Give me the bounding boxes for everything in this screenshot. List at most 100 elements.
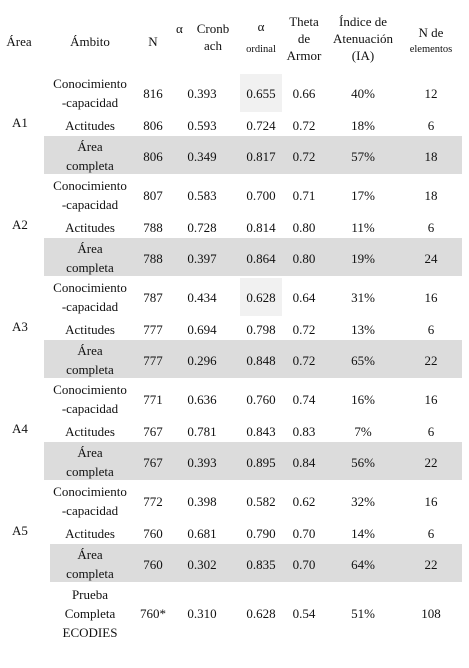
area-label: A5 bbox=[12, 522, 28, 538]
ambito-text: completa bbox=[66, 260, 114, 275]
ia-cell: 13% bbox=[351, 321, 375, 337]
total-n-cell: 760* bbox=[140, 605, 166, 621]
table-row: Área completa 760 0.302 0.835 0.70 64% 22 bbox=[0, 544, 469, 584]
ambito-text: Actitudes bbox=[65, 423, 115, 439]
header-n-elementos: N de elementos bbox=[409, 25, 453, 55]
ordinal-cell: 0.814 bbox=[246, 219, 276, 235]
ordinal-cell: 0.864 bbox=[246, 250, 276, 266]
ambito-text: -capacidad bbox=[61, 95, 119, 110]
ambito-cell: Conocimiento -capacidad bbox=[40, 378, 140, 420]
ordinal-cell: 0.582 bbox=[246, 493, 276, 509]
ambito-text: Conocimiento bbox=[53, 76, 127, 91]
nel-cell: 16 bbox=[424, 289, 438, 305]
ambito-text: Área bbox=[77, 241, 103, 256]
ordinal-cell: 0.724 bbox=[246, 117, 276, 133]
theta-cell: 0.74 bbox=[292, 391, 316, 407]
ordinal-cell: 0.790 bbox=[246, 525, 276, 541]
header-cronbach: α Cronb ach bbox=[166, 14, 238, 68]
alpha-symbol: α bbox=[176, 21, 183, 36]
total-ambito-text: Completa bbox=[64, 605, 116, 621]
ia-cell: 32% bbox=[351, 493, 375, 509]
n-cell: 760 bbox=[143, 556, 163, 572]
table-row: Actitudes 777 0.694 0.798 0.72 13% 6 bbox=[0, 318, 469, 340]
table-row: Actitudes 788 0.728 0.814 0.80 11% 6 bbox=[0, 216, 469, 238]
cronbach-cell: 0.583 bbox=[187, 187, 217, 203]
ambito-cell: Área completa bbox=[40, 136, 140, 176]
area-completa-row-shade bbox=[44, 442, 462, 480]
cronbach-cell: 0.593 bbox=[187, 117, 217, 133]
n-cell: 772 bbox=[143, 493, 163, 509]
n-cell: 777 bbox=[143, 321, 163, 337]
ambito-cell: Conocimiento -capacidad bbox=[40, 276, 140, 318]
cronbach-cell: 0.296 bbox=[187, 352, 217, 368]
ia-cell: 31% bbox=[351, 289, 375, 305]
ambito-cell: Área completa bbox=[40, 340, 140, 380]
theta-cell: 0.64 bbox=[292, 289, 316, 305]
table-row: Área completa 806 0.349 0.817 0.72 57% 18 bbox=[0, 136, 469, 176]
theta-cell: 0.66 bbox=[292, 85, 316, 101]
theta-cell: 0.72 bbox=[292, 117, 316, 133]
n-cell: 816 bbox=[143, 85, 163, 101]
cronbach-label-line2: ach bbox=[203, 38, 223, 53]
cronbach-cell: 0.681 bbox=[187, 525, 217, 541]
area-completa-row-shade bbox=[44, 238, 462, 276]
ambito-text: completa bbox=[66, 158, 114, 173]
total-ordinal-cell: 0.628 bbox=[246, 605, 276, 621]
cronbach-cell: 0.781 bbox=[187, 423, 217, 439]
cronbach-cell: 0.728 bbox=[187, 219, 217, 235]
ambito-cell: Conocimiento -capacidad bbox=[40, 72, 140, 114]
n-cell: 760 bbox=[143, 525, 163, 541]
nel-cell: 6 bbox=[427, 321, 435, 337]
cronbach-label-line1: Cronb bbox=[196, 21, 230, 36]
cronbach-cell: 0.694 bbox=[187, 321, 217, 337]
ambito-text: -capacidad bbox=[61, 299, 119, 314]
ambito-text: Área bbox=[77, 445, 103, 460]
theta-cell: 0.72 bbox=[292, 148, 316, 164]
ordinal-cell: 0.628 bbox=[246, 289, 276, 305]
ambito-cell: Área completa bbox=[40, 544, 140, 584]
ambito-cell: Conocimiento -capacidad bbox=[40, 480, 140, 522]
ambito-text: -capacidad bbox=[61, 401, 119, 416]
area-label: A2 bbox=[12, 216, 28, 232]
area-completa-row-shade bbox=[44, 340, 462, 378]
ordinal-cell: 0.817 bbox=[246, 148, 276, 164]
ia-cell: 7% bbox=[354, 423, 372, 439]
ia-cell: 19% bbox=[351, 250, 375, 266]
nel-cell: 22 bbox=[424, 454, 438, 470]
header-area: Área bbox=[6, 33, 32, 49]
n-cell: 771 bbox=[143, 391, 163, 407]
ia-cell: 56% bbox=[351, 454, 375, 470]
ia-cell: 65% bbox=[351, 352, 375, 368]
ordinal-cell: 0.798 bbox=[246, 321, 276, 337]
total-ambito-text: ECODIES bbox=[62, 624, 118, 640]
cronbach-cell: 0.636 bbox=[187, 391, 217, 407]
theta-cell: 0.70 bbox=[292, 556, 316, 572]
ordinal-cell: 0.895 bbox=[246, 454, 276, 470]
area-completa-row-shade bbox=[44, 136, 462, 174]
nel-cell: 24 bbox=[424, 250, 438, 266]
ordinal-cell: 0.655 bbox=[246, 85, 276, 101]
table-row: Área completa 767 0.393 0.895 0.84 56% 22 bbox=[0, 442, 469, 482]
area-completa-row-shade bbox=[50, 544, 462, 582]
header-n: N bbox=[148, 33, 158, 49]
nel-cell: 6 bbox=[427, 423, 435, 439]
theta-cell: 0.83 bbox=[292, 423, 316, 439]
ia-cell: 40% bbox=[351, 85, 375, 101]
total-ambito-text: Prueba bbox=[71, 586, 109, 602]
ambito-cell: Actitudes bbox=[40, 216, 140, 238]
cronbach-cell: 0.397 bbox=[187, 250, 217, 266]
cronbach-cell: 0.434 bbox=[187, 289, 217, 305]
cronbach-cell: 0.393 bbox=[187, 85, 217, 101]
total-cronbach-cell: 0.310 bbox=[187, 605, 217, 621]
n-cell: 806 bbox=[143, 148, 163, 164]
table-row: Área completa 777 0.296 0.848 0.72 65% 22 bbox=[0, 340, 469, 380]
ordinal-highlight bbox=[240, 278, 282, 316]
theta-cell: 0.84 bbox=[292, 454, 316, 470]
ordinal-cell: 0.843 bbox=[246, 423, 276, 439]
table-row: Conocimiento -capacidad 771 0.636 0.760 0.74 1… bbox=[0, 378, 469, 420]
table-row: Actitudes 760 0.681 0.790 0.70 14% 6 bbox=[0, 522, 469, 544]
area-label: A1 bbox=[12, 114, 28, 130]
n-cell: 806 bbox=[143, 117, 163, 133]
table-row: Área completa 788 0.397 0.864 0.80 19% 24 bbox=[0, 238, 469, 278]
